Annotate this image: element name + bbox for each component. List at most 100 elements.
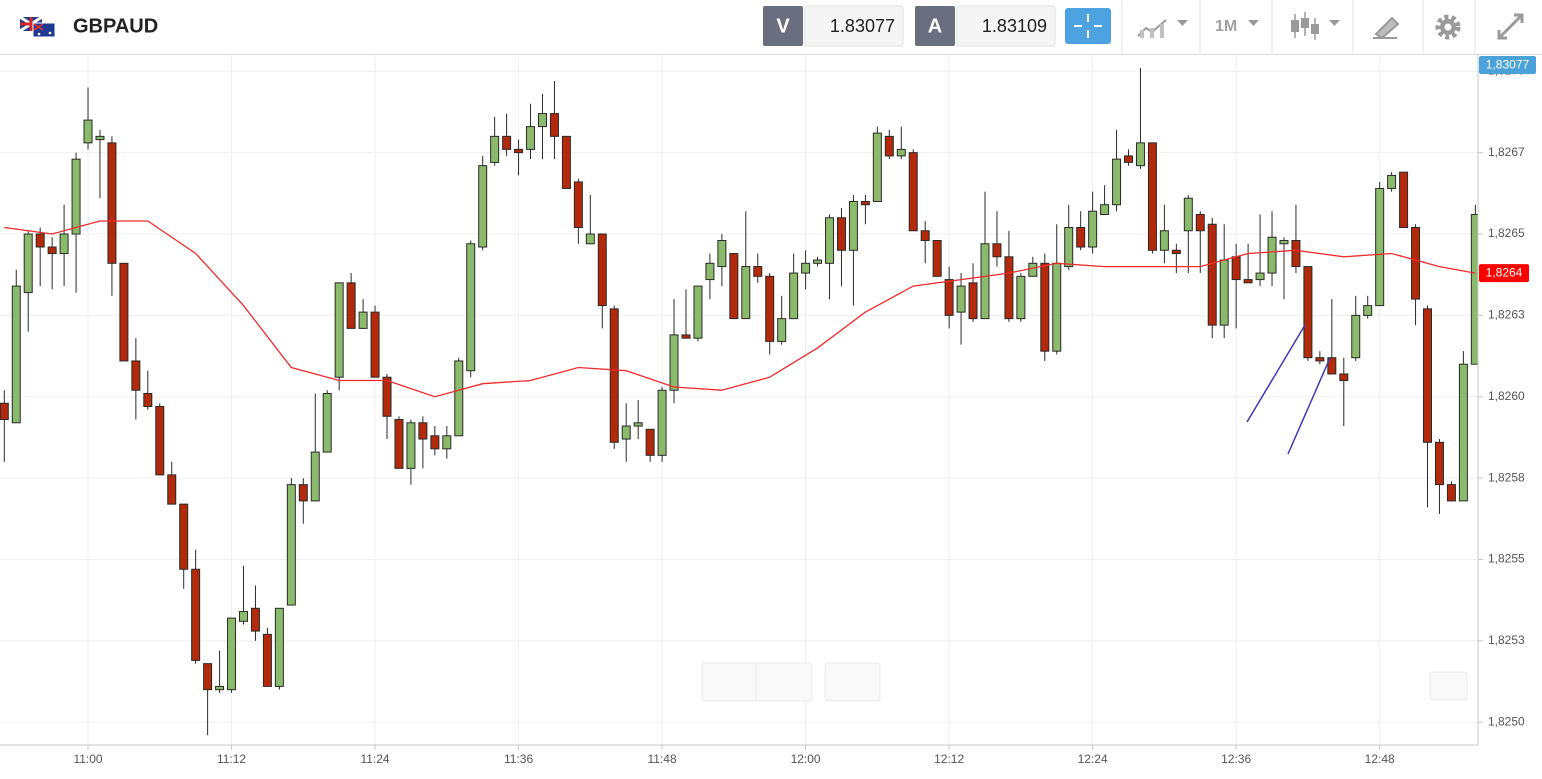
currency-flags [19,15,56,38]
candle-body [203,663,213,691]
candle-body [621,425,631,440]
candle-body [215,685,225,691]
candle-body [1100,204,1110,215]
candle-body [1183,197,1193,232]
candle-body [860,200,870,206]
x-tick-label: 11:00 [73,752,102,766]
candle-body [1375,187,1385,307]
candle-body [1195,213,1205,232]
candle-body [394,419,404,469]
x-tick-label: 12:24 [1078,752,1108,766]
x-tick-label: 12:36 [1221,752,1251,766]
bid-badge [1479,56,1536,74]
buy-label: A [928,15,942,37]
drawn-trend-line[interactable] [1246,324,1306,423]
candle-body [705,262,715,281]
candle-body [11,285,21,424]
candle-body [286,484,296,606]
candle-body [633,422,643,427]
timeframe[interactable]: 1M [1215,18,1237,35]
candle-body [717,240,727,268]
gear-hole [1444,23,1452,31]
settings-icon[interactable] [1435,14,1461,40]
x-tick-label: 11:24 [360,752,389,766]
sell-button[interactable] [763,6,803,46]
candle-body [430,435,440,450]
buy-button[interactable] [915,6,955,46]
candle-body [1207,223,1217,326]
candle-body [1112,158,1122,206]
candle-body [95,135,105,141]
candle-body [23,233,33,294]
candle-body [681,334,691,339]
candle-body [789,272,799,320]
candle-body [418,422,428,440]
candle-body [848,200,858,251]
crosshair-button[interactable] [1065,8,1111,44]
axes: 1,8250 1,8253 1,8255 1,8258 1,8260 1,8263 1,82… [73,56,1536,766]
dropdown-caret [1248,20,1259,26]
candle-body [1243,279,1253,284]
candle-body [71,158,81,235]
separators [1121,0,1476,54]
candle-body [1470,213,1478,365]
candle-body [573,181,583,228]
candle-body [119,262,129,362]
candle-body [370,311,380,378]
candle-body [669,334,679,391]
candle-body [107,142,117,264]
x-tick-label: 12:00 [791,752,821,766]
candle-body [310,451,320,502]
candle-body [466,243,476,372]
candle-body [179,503,189,570]
bid-badge-label: 1,83077 [1486,58,1530,72]
candle-body [59,233,69,255]
candle-body [1291,240,1301,268]
indicator-menu[interactable] [1137,19,1188,38]
candle-body [1135,142,1145,167]
candle-body [1231,256,1241,281]
candle-body [801,262,811,274]
candle-body [693,285,703,339]
candle-body [908,152,918,232]
candle-body [968,282,978,320]
candle-body [1076,227,1086,248]
candle-body [155,406,165,476]
chart-type-icon [1311,24,1319,34]
chart-type-icon [1291,20,1299,32]
candle-body [322,392,332,453]
draw-tool-icon[interactable] [1373,16,1400,40]
candle-body [382,376,392,417]
buy-price: 1.83109 [982,16,1047,36]
moving-average-line [4,220,1476,398]
candle-body [597,233,607,307]
candle-body [334,282,344,378]
candle-body [1124,155,1134,163]
candle-body [358,311,368,329]
reset-button[interactable] [824,662,881,702]
chart-type-menu[interactable] [1291,12,1340,40]
scroll-button[interactable] [1429,671,1468,701]
candle-body [1064,227,1074,268]
candle-body [884,135,894,157]
candle-body [47,246,57,255]
candle-body [1052,262,1062,352]
sell-price: 1.83077 [830,16,895,36]
y-tick-label: 1,8263 [1488,308,1525,322]
y-tick-label: 1,8255 [1488,552,1525,566]
symbol: GBPAUD [73,15,158,37]
sell-price-box[interactable] [804,5,904,47]
fullscreen-icon[interactable] [1497,13,1524,40]
candle-body [980,243,990,320]
zoom-button[interactable] [701,662,813,702]
candle-body [1159,230,1169,251]
candle-body [932,240,942,277]
candle-body [657,389,667,456]
zoom-controls [701,662,1468,702]
buy-price-box[interactable] [956,5,1056,47]
drawn-trend-line[interactable] [1287,357,1331,455]
candle-body [454,360,464,437]
candle-body [490,135,500,163]
